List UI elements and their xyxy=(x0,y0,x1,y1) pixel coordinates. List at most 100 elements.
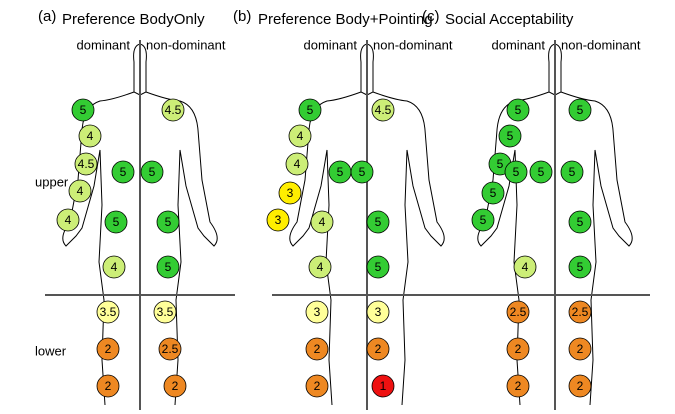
column-label: dominant xyxy=(492,37,546,52)
marker xyxy=(471,208,495,232)
panel-title: Social Acceptability xyxy=(445,11,574,28)
marker-value: 2 xyxy=(375,342,382,356)
marker xyxy=(285,152,309,176)
marker xyxy=(102,255,126,279)
column-label: dominant xyxy=(77,37,131,52)
marker-value: 4 xyxy=(522,260,529,274)
marker-value: 4 xyxy=(294,157,301,171)
marker xyxy=(163,374,187,398)
marker xyxy=(161,98,185,122)
marker-value: 4 xyxy=(111,260,118,274)
marker-value: 2 xyxy=(577,379,584,393)
marker xyxy=(266,208,290,232)
region-label: lower xyxy=(35,343,67,358)
marker xyxy=(506,337,530,361)
marker xyxy=(350,160,374,184)
marker xyxy=(96,337,120,361)
marker-value: 3 xyxy=(375,305,382,319)
marker-value: 5 xyxy=(80,103,87,117)
marker xyxy=(96,300,120,324)
marker-value: 5 xyxy=(513,165,520,179)
panel-title: Preference Body+Pointing xyxy=(258,11,433,28)
marker-value: 5 xyxy=(165,215,172,229)
marker-value: 4 xyxy=(319,215,326,229)
marker xyxy=(568,374,592,398)
marker xyxy=(366,337,390,361)
marker-value: 4 xyxy=(87,129,94,143)
marker-value: 5 xyxy=(375,260,382,274)
marker-value: 5 xyxy=(149,165,156,179)
marker-value: 3.5 xyxy=(100,305,117,319)
marker-value: 3 xyxy=(314,305,321,319)
marker-value: 2 xyxy=(105,379,112,393)
column-label: non-dominant xyxy=(561,37,641,52)
marker-value: 4 xyxy=(77,184,84,198)
marker-value: 5 xyxy=(577,260,584,274)
marker-value: 5 xyxy=(165,260,172,274)
marker xyxy=(498,124,522,148)
marker xyxy=(310,210,334,234)
marker xyxy=(506,374,530,398)
marker-value: 5 xyxy=(538,165,545,179)
marker-value: 2 xyxy=(314,342,321,356)
marker xyxy=(371,98,395,122)
marker xyxy=(298,98,322,122)
panel-label: (c) xyxy=(422,8,440,25)
marker-value: 2.5 xyxy=(510,305,527,319)
marker xyxy=(506,98,530,122)
marker xyxy=(140,160,164,184)
marker-value: 5 xyxy=(480,213,487,227)
marker-value: 3.5 xyxy=(157,305,174,319)
panel: (c) Social Acceptability dominant non-domin… xyxy=(422,8,650,410)
marker-value: 5 xyxy=(375,215,382,229)
marker xyxy=(366,210,390,234)
marker-value: 5 xyxy=(577,215,584,229)
marker xyxy=(504,160,528,184)
marker-value: 2.5 xyxy=(572,305,589,319)
marker xyxy=(68,179,92,203)
marker-value: 4 xyxy=(317,260,324,274)
marker xyxy=(305,300,329,324)
marker-value: 3 xyxy=(287,186,294,200)
marker-value: 4.5 xyxy=(78,157,95,171)
marker xyxy=(305,337,329,361)
marker-value: 2 xyxy=(172,379,179,393)
marker xyxy=(529,160,553,184)
marker-value: 2 xyxy=(515,379,522,393)
marker xyxy=(71,98,95,122)
marker xyxy=(366,255,390,279)
marker-value: 5 xyxy=(507,129,514,143)
marker xyxy=(278,181,302,205)
marker-value: 5 xyxy=(113,215,120,229)
marker-value: 5 xyxy=(307,103,314,117)
marker-value: 5 xyxy=(569,165,576,179)
marker-value: 4 xyxy=(65,213,72,227)
marker-value: 4.5 xyxy=(375,103,392,117)
marker-value: 5 xyxy=(497,157,504,171)
marker xyxy=(96,374,120,398)
marker xyxy=(56,208,80,232)
marker xyxy=(308,255,332,279)
marker-value: 2 xyxy=(314,379,321,393)
marker xyxy=(481,181,505,205)
marker xyxy=(158,337,182,361)
marker xyxy=(513,255,537,279)
marker-value: 3 xyxy=(275,213,282,227)
marker-value: 2 xyxy=(577,342,584,356)
marker xyxy=(305,374,329,398)
marker xyxy=(111,160,135,184)
marker xyxy=(104,210,128,234)
marker-value: 5 xyxy=(359,165,366,179)
marker xyxy=(568,337,592,361)
marker xyxy=(288,124,312,148)
region-label: upper xyxy=(35,174,69,189)
marker xyxy=(153,300,177,324)
marker xyxy=(568,98,592,122)
marker xyxy=(156,255,180,279)
marker xyxy=(74,152,98,176)
marker-value: 5 xyxy=(120,165,127,179)
marker xyxy=(366,300,390,324)
marker-value: 2 xyxy=(105,342,112,356)
marker xyxy=(156,210,180,234)
